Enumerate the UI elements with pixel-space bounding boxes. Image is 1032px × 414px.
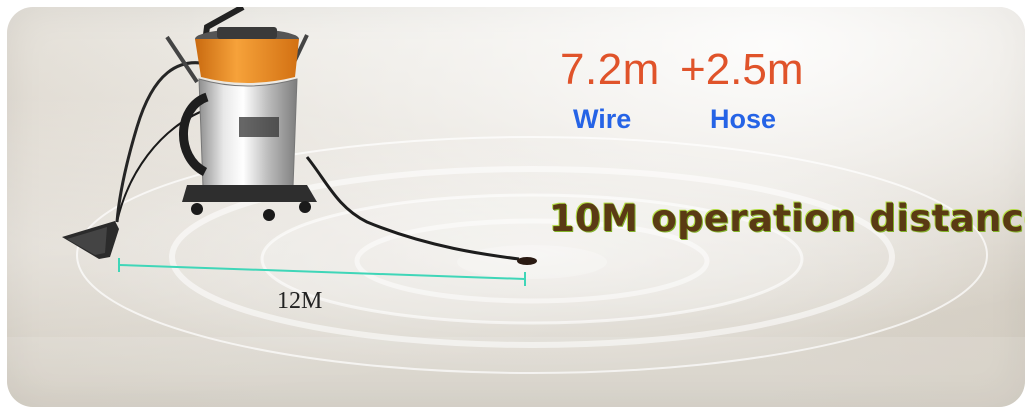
hose-length-text: +2.5m [680, 45, 804, 95]
hose-label: Hose [710, 104, 776, 135]
product-image-frame: 7.2m +2.5m Wire Hose 10M operation dista… [7, 7, 1025, 407]
plug [517, 257, 537, 265]
operation-distance-text: 10M operation distance [549, 197, 1025, 240]
measurement-label: 12M [277, 288, 322, 315]
wire-label: Wire [573, 104, 631, 135]
vacuum-cleaner [167, 27, 317, 221]
wire-length-text: 7.2m [560, 45, 660, 95]
